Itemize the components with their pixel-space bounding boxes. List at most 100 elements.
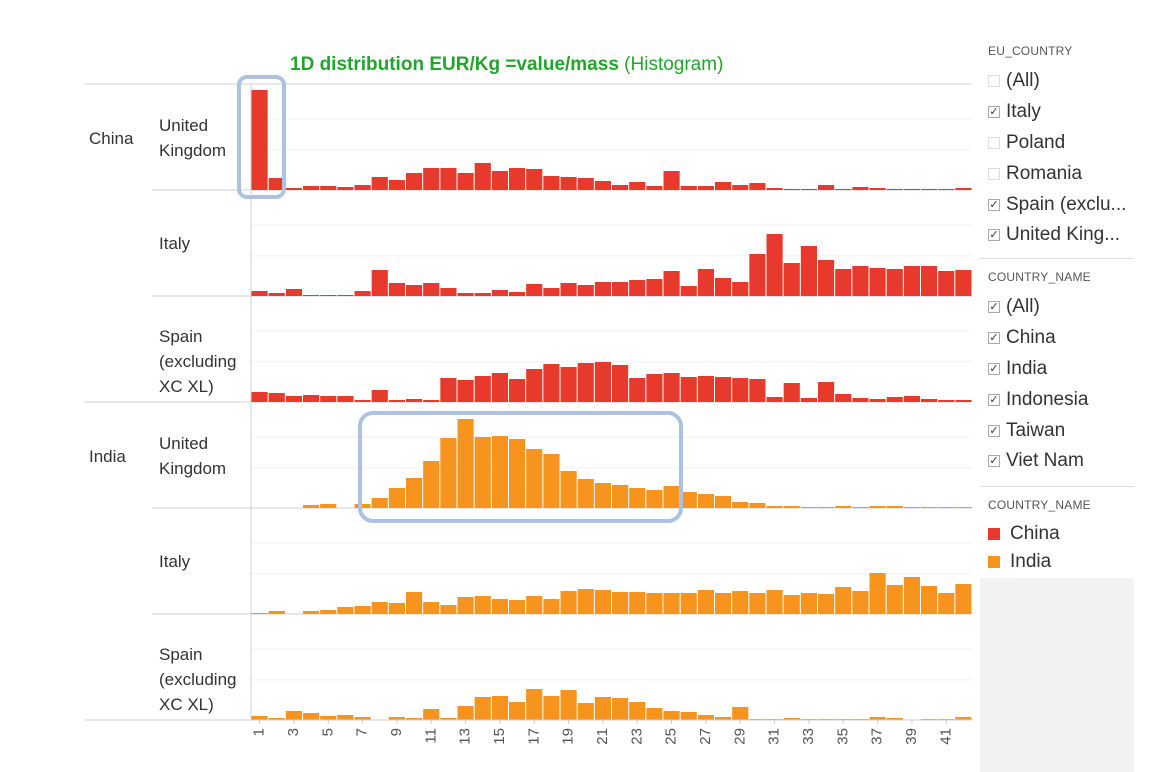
histogram-bar <box>440 605 457 614</box>
histogram-chart: 1D distribution EUR/Kg =value/mass (Hist… <box>84 54 972 745</box>
checkbox-checked-icon[interactable]: ✓ <box>988 198 1000 211</box>
histogram-bar <box>320 396 337 402</box>
histogram-bar <box>268 393 285 402</box>
histogram-bar <box>818 185 835 190</box>
histogram-bar <box>251 291 268 296</box>
eu-country-option[interactable]: ✓ United King... <box>980 220 1134 251</box>
histogram-bar <box>921 189 938 190</box>
checkbox-checked-icon[interactable]: ✓ <box>988 106 1000 119</box>
eu-country-option[interactable]: Poland <box>980 128 1134 159</box>
checkbox-checked-icon[interactable]: ✓ <box>988 455 1000 468</box>
x-tick-label: 3 <box>285 728 302 736</box>
histogram-bar <box>285 188 302 190</box>
histogram-bar <box>320 186 337 190</box>
eu-country-label: Spain <box>159 645 202 664</box>
histogram-bar <box>663 711 680 720</box>
histogram-bar <box>423 709 440 720</box>
histogram-bar <box>886 189 903 190</box>
country-name-option[interactable]: ✓ Indonesia <box>980 384 1134 415</box>
histogram-bar <box>474 437 491 508</box>
histogram-bar <box>457 173 474 190</box>
histogram-bar <box>371 498 388 508</box>
country-name-option[interactable]: ✓ China <box>980 323 1134 354</box>
eu-country-label: Italy <box>159 552 191 571</box>
histogram-bar <box>303 505 320 508</box>
histogram-bar <box>783 595 800 614</box>
chart-title-bold: 1D distribution EUR/Kg =value/mass <box>290 54 624 75</box>
histogram-bar <box>646 279 663 296</box>
histogram-bar <box>388 488 405 508</box>
histogram-bar <box>594 282 611 296</box>
histogram-bar <box>612 698 629 720</box>
legend-label: China <box>1010 523 1060 544</box>
country-label: India <box>89 447 126 466</box>
x-tick-label: 39 <box>903 728 920 745</box>
eu-country-option[interactable]: ✓ Spain (exclu... <box>980 189 1134 220</box>
country-name-filter: COUNTRY_NAME ✓ (All) ✓ China ✓ India ✓ Indonesi… <box>980 264 1134 484</box>
histogram-bar <box>955 507 972 508</box>
country-name-filter-title: COUNTRY_NAME <box>988 270 1091 284</box>
country-name-option[interactable]: ✓ India <box>980 354 1134 385</box>
checkbox-checked-icon[interactable]: ✓ <box>988 362 1000 375</box>
legend-item[interactable]: China <box>980 520 1134 548</box>
x-tick-label: 19 <box>560 728 577 745</box>
checkbox-checked-icon[interactable]: ✓ <box>988 424 1000 437</box>
checkbox-checked-icon[interactable]: ✓ <box>988 229 1000 242</box>
histogram-bar <box>423 602 440 614</box>
country-name-option[interactable]: ✓ Taiwan <box>980 415 1134 446</box>
x-tick-label: 41 <box>937 728 954 745</box>
histogram-bar <box>303 295 320 296</box>
histogram-bar <box>749 254 766 296</box>
histogram-bar <box>543 599 560 614</box>
histogram-bar <box>440 438 457 508</box>
x-tick-label: 35 <box>834 728 851 745</box>
histogram-bar <box>440 718 457 720</box>
country-name-option[interactable]: ✓ (All) <box>980 292 1134 323</box>
histogram-bar <box>406 478 423 508</box>
histogram-bar <box>835 269 852 296</box>
histogram-bar <box>388 180 405 190</box>
histogram-bar <box>320 295 337 296</box>
histogram-bar <box>886 718 903 720</box>
legend-item[interactable]: India <box>980 548 1134 576</box>
histogram-bar <box>268 718 285 720</box>
histogram-bar <box>680 492 697 508</box>
country-name-option-label: Viet Nam <box>1006 450 1084 472</box>
country-name-option-label: China <box>1006 327 1056 349</box>
x-tick-label: 7 <box>354 728 371 736</box>
checkbox-checked-icon[interactable]: ✓ <box>988 332 1000 345</box>
checkbox-checked-icon[interactable]: ✓ <box>988 393 1000 406</box>
histogram-bar <box>732 282 749 296</box>
checkbox-unchecked-icon[interactable] <box>988 75 1000 88</box>
x-tick-label: 9 <box>388 728 405 736</box>
histogram-bar <box>491 599 508 614</box>
eu-country-option-label: Romania <box>1006 162 1083 184</box>
highlight-box <box>358 411 683 523</box>
checkbox-unchecked-icon[interactable] <box>988 136 1000 149</box>
histogram-bar <box>766 590 783 614</box>
histogram-bar <box>371 390 388 402</box>
histogram-bar <box>697 590 714 614</box>
histogram-bar <box>766 234 783 296</box>
country-name-option[interactable]: ✓ Viet Nam <box>980 446 1134 477</box>
histogram-bar <box>440 288 457 296</box>
histogram-bar <box>938 189 955 190</box>
x-tick-label: 33 <box>800 728 817 745</box>
x-tick-label: 1 <box>251 728 268 736</box>
sidebar-empty-area <box>980 578 1134 772</box>
country-name-option-label: Indonesia <box>1006 388 1089 410</box>
checkbox-checked-icon[interactable]: ✓ <box>988 301 1000 314</box>
checkbox-unchecked-icon[interactable] <box>988 167 1000 180</box>
histogram-bar <box>526 596 543 614</box>
histogram-bar <box>371 602 388 614</box>
histogram-bar <box>491 696 508 720</box>
eu-country-option[interactable]: (All) <box>980 66 1134 97</box>
histogram-bar <box>337 295 354 296</box>
histogram-bar <box>474 293 491 296</box>
eu-country-option[interactable]: ✓ Italy <box>980 97 1134 128</box>
histogram-bar <box>526 689 543 720</box>
eu-country-option[interactable]: Romania <box>980 158 1134 189</box>
histogram-bar <box>474 697 491 720</box>
histogram-bar <box>732 502 749 508</box>
color-legend: COUNTRY_NAME China India <box>980 492 1134 578</box>
